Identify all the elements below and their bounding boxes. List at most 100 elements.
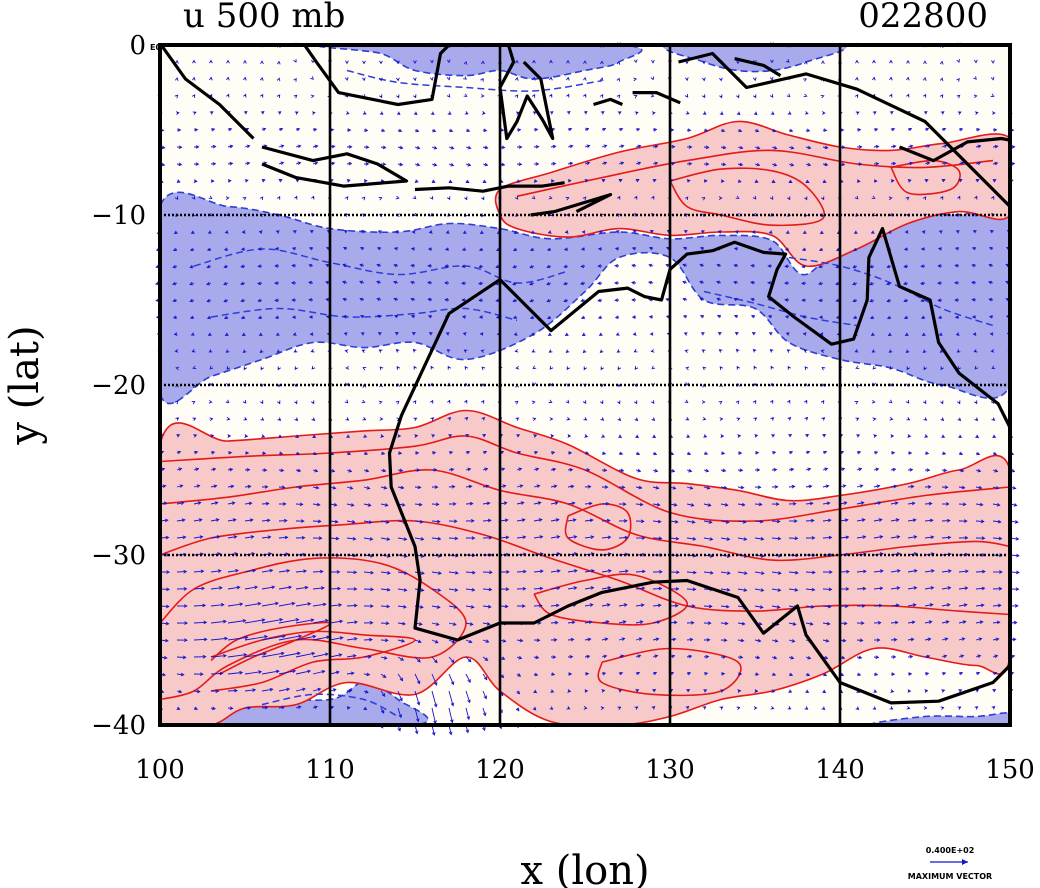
wind-vector-head (175, 111, 180, 115)
wind-vector-head (533, 689, 538, 694)
wind-vector-head (436, 519, 441, 524)
wind-vector-head (638, 637, 643, 641)
negative-contour-4 (346, 69, 603, 92)
wind-vector-head (297, 144, 302, 149)
wind-vector-head (259, 400, 264, 405)
wind-vector-head (710, 570, 714, 575)
wind-vector (754, 537, 764, 540)
wind-vector-head (378, 196, 383, 201)
wind-vector-head (535, 162, 540, 166)
wind-vector-head (599, 77, 604, 82)
wind-vector-head (971, 246, 976, 251)
wind-vector-head (172, 315, 177, 320)
wind-vector (975, 520, 984, 523)
wind-vector-head (751, 332, 756, 336)
wind-vector (737, 520, 746, 523)
wind-vector (516, 519, 525, 522)
wind-vector-head (519, 638, 524, 643)
wind-vector-head (411, 331, 416, 336)
wind-vector (890, 536, 900, 539)
wind-vector-head (181, 518, 186, 522)
wind-vector-head (261, 434, 266, 438)
wind-vector-head (417, 485, 422, 490)
wind-vector-head (500, 674, 505, 679)
wind-vector-head (947, 586, 952, 590)
wind-vector-head (376, 280, 381, 285)
wind-vector-head (862, 586, 867, 591)
wind-vector-head (226, 417, 231, 421)
wind-vector-head (275, 230, 280, 234)
wind-vector (261, 688, 273, 692)
wind-vector (244, 586, 258, 590)
wind-vector-head (716, 297, 721, 302)
wind-vector-head (964, 586, 969, 590)
wind-vector-head (447, 399, 451, 404)
wind-vector-head (274, 281, 278, 285)
y-tick-label: −30 (91, 541, 146, 571)
wind-vector-head (313, 705, 318, 710)
wind-vector-head (889, 366, 894, 370)
wind-vector-head (418, 502, 423, 507)
wind-vector-head (514, 94, 519, 99)
wind-vector-head (771, 689, 776, 693)
wind-vector-head (606, 518, 611, 523)
wind-vector-head (174, 400, 179, 405)
wind-vector (601, 604, 610, 607)
wind-vector-head (721, 128, 726, 133)
wind-vector-head (556, 535, 561, 539)
wind-vector-head (566, 76, 570, 81)
wind-vector-head (979, 502, 984, 507)
wind-vector-head (841, 145, 846, 150)
wind-vector-head (568, 672, 573, 676)
wind-vector-head (879, 569, 884, 573)
wind-vector-head (913, 586, 918, 590)
wind-vector (550, 587, 560, 590)
wind-vector-head (517, 673, 522, 677)
coastline-11 (898, 136, 1010, 163)
wind-vector-head (770, 59, 774, 64)
wind-vector-head (363, 179, 368, 183)
wind-vector-head (784, 315, 789, 319)
y-tick-label: −40 (91, 711, 146, 741)
wind-vector-head (603, 144, 608, 149)
wind-vector (329, 587, 341, 590)
wind-vector (193, 587, 205, 590)
wind-vector-head (293, 77, 297, 82)
wind-vector (397, 605, 407, 608)
wind-vector-head (870, 332, 875, 336)
wind-vector-head (861, 518, 866, 522)
wind-vector (601, 621, 609, 624)
wind-vector-head (942, 671, 947, 676)
wind-vector (176, 485, 183, 488)
wind-vector-head (1015, 587, 1020, 591)
wind-vector (261, 586, 275, 590)
wind-vector (448, 622, 456, 626)
wind-vector-head (597, 264, 602, 268)
wind-vector-head (961, 485, 966, 490)
wind-vector-head (397, 727, 401, 732)
wind-vector-head (262, 652, 267, 656)
wind-vector-head (618, 179, 623, 183)
wind-vector (448, 588, 458, 591)
wind-vector-head (488, 535, 493, 540)
wind-vector-head (582, 93, 587, 98)
wind-vector (635, 638, 642, 641)
wind-vector-head (736, 94, 740, 99)
wind-vector-head (291, 315, 296, 319)
wind-vector-head (297, 705, 302, 710)
wind-vector (567, 621, 575, 624)
wind-vector-head (889, 76, 893, 81)
wind-vector-head (294, 417, 299, 422)
wind-vector-head (378, 400, 383, 405)
positive-contour-10 (669, 167, 826, 227)
wind-vector-head (648, 315, 653, 319)
wind-vector-head (344, 349, 349, 353)
wind-vector-head (522, 586, 527, 591)
wind-vector-head (224, 230, 229, 234)
wind-vector-head (855, 76, 859, 81)
wind-vector (856, 570, 866, 573)
wind-vector-head (959, 127, 964, 132)
wind-vector-head (410, 297, 415, 302)
wind-vector-head (215, 689, 220, 693)
wind-vector (261, 670, 279, 675)
